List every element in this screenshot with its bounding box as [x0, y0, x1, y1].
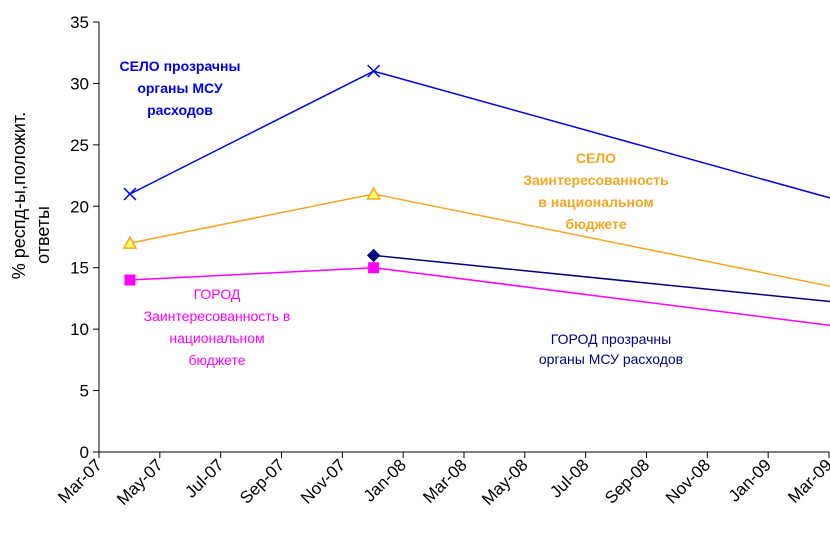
annotation-line: органы МСУ расходов: [539, 351, 683, 367]
y-tick-label: 30: [70, 74, 89, 93]
data-point: [122, 235, 138, 249]
y-tick-label: 15: [70, 259, 89, 278]
x-tick-label: Mar-08: [419, 455, 471, 507]
series-layer: [122, 64, 830, 327]
data-point: [123, 187, 137, 201]
annotation-line: СЕЛО: [576, 150, 616, 166]
annotation-line: бюджете: [565, 216, 627, 232]
annotation-line: органы МСУ: [137, 80, 223, 96]
series-selo-budget-interest: [122, 186, 830, 287]
series-line: [129, 193, 830, 287]
y-tick-label: 25: [70, 136, 89, 155]
annotation-selo-budget-interest: СЕЛО Заинтересованность в национальном бюдж…: [523, 150, 669, 232]
annotation-gorod-budget-interest: ГОРОД Заинтересованность в национальном бюд…: [144, 286, 291, 368]
data-point-stroke: [123, 187, 137, 201]
x-tick-label: Sep-07: [236, 455, 288, 507]
annotation-line: Заинтересованность: [523, 172, 669, 188]
data-point: [368, 262, 380, 274]
x-axis: Mar-07 May-07 Jul-07 Sep-07 Nov-07 Jan-08 Mar-…: [54, 452, 830, 509]
annotations: СЕЛО прозрачны органы МСУ расходов СЕЛО Заин…: [120, 58, 684, 368]
x-tick-label: Sep-08: [601, 455, 653, 507]
y-axis: 0 5 10 15 20 25 30 35: [70, 13, 99, 462]
annotation-line: бюджете: [188, 352, 245, 368]
y-axis-title-line-2: ответы: [33, 206, 53, 264]
data-point-stroke: [367, 64, 381, 78]
x-tick-label: Jul-08: [546, 455, 592, 501]
x-tick-label: Mar-07: [54, 455, 106, 507]
x-tick-label: Nov-08: [662, 455, 714, 507]
annotation-selo-transparency: СЕЛО прозрачны органы МСУ расходов: [120, 58, 241, 118]
x-tick-label: Jan-08: [360, 455, 410, 505]
x-tick-label: Jan-09: [725, 455, 775, 505]
y-tick-label: 0: [80, 443, 89, 462]
data-point: [366, 186, 381, 200]
series-gorod-transparency: [366, 248, 830, 303]
series-selo-transparency: [123, 64, 830, 201]
data-point: [367, 64, 381, 78]
annotation-line: Заинтересованность в: [144, 308, 291, 324]
y-tick-label: 35: [70, 13, 89, 32]
x-tick-label: Mar-09: [784, 455, 830, 507]
data-point: [124, 274, 136, 286]
annotation-line: СЕЛО прозрачны: [120, 58, 241, 74]
x-tick-label: May-08: [478, 455, 532, 509]
annotation-line: ГОРОД: [194, 286, 241, 302]
x-tick-label: Jul-07: [181, 455, 227, 501]
y-tick-label: 20: [70, 197, 89, 216]
x-tick-label: Nov-07: [297, 455, 349, 507]
annotation-line: ГОРОД прозрачны: [551, 331, 671, 347]
data-point: [366, 248, 381, 263]
annotation-line: национальном: [169, 330, 264, 346]
series-line: [373, 254, 830, 303]
y-axis-title-line-1: % респд-ы,положит.: [9, 112, 29, 279]
series-line: [129, 70, 830, 199]
x-tick-label: May-07: [113, 455, 167, 509]
series-gorod-budget-interest: [124, 262, 830, 327]
annotation-gorod-transparency: ГОРОД прозрачны органы МСУ расходов: [539, 331, 683, 367]
y-tick-label: 5: [80, 382, 89, 401]
annotation-line: в национальном: [538, 194, 653, 210]
annotation-line: расходов: [147, 102, 213, 118]
y-tick-label: 10: [70, 320, 89, 339]
y-axis-title: % респд-ы,положит. ответы: [9, 107, 53, 279]
